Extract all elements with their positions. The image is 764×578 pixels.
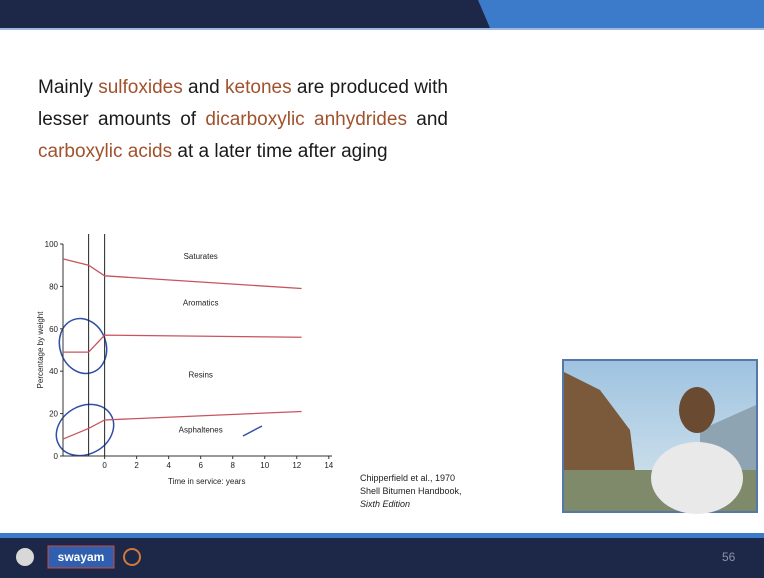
logo-text: swayam bbox=[58, 550, 105, 564]
y-tick-label: 60 bbox=[49, 325, 58, 334]
video-person-head bbox=[679, 387, 715, 433]
x-tick-label: 6 bbox=[198, 461, 203, 470]
ink-stroke bbox=[242, 425, 263, 437]
paragraph-line: lesser amounts of dicarboxylic anhydride… bbox=[38, 104, 448, 136]
x-axis-label: Time in service: years bbox=[168, 477, 246, 486]
paragraph-line: Mainly sulfoxides and ketones are produc… bbox=[38, 72, 448, 104]
y-tick-label: 40 bbox=[49, 367, 58, 376]
text-segment: ketones bbox=[225, 77, 292, 98]
region-label: Aromatics bbox=[183, 298, 219, 307]
paragraph-line: carboxylic acids at a later time after a… bbox=[38, 136, 448, 168]
x-tick-label: 12 bbox=[292, 461, 301, 470]
x-tick-label: 4 bbox=[166, 461, 171, 470]
y-tick-label: 80 bbox=[49, 282, 58, 291]
series-line bbox=[63, 334, 302, 353]
citation-line: Chipperfield et al., 1970 bbox=[360, 473, 456, 483]
region-label: Resins bbox=[188, 371, 212, 380]
top-rule bbox=[0, 28, 764, 30]
bottom-bar bbox=[0, 538, 764, 578]
x-tick-label: 14 bbox=[324, 461, 333, 470]
x-tick-label: 8 bbox=[230, 461, 235, 470]
text-segment: sulfoxides bbox=[98, 77, 183, 98]
bottom-accent bbox=[0, 533, 764, 538]
x-tick-label: 10 bbox=[260, 461, 269, 470]
text-segment: lesser amounts of bbox=[38, 109, 206, 130]
text-segment: and bbox=[182, 77, 226, 98]
top-bar-accent bbox=[478, 0, 764, 28]
logo-icon bbox=[123, 548, 141, 566]
video-person-body bbox=[651, 442, 743, 514]
region-label: Asphaltenes bbox=[179, 426, 223, 435]
page-number: 56 bbox=[722, 550, 736, 564]
text-segment: are produced with bbox=[291, 77, 448, 98]
y-tick-label: 100 bbox=[45, 240, 59, 249]
citation-line: Shell Bitumen Handbook, bbox=[360, 486, 462, 496]
paragraph: Mainly sulfoxides and ketones are produc… bbox=[38, 72, 448, 168]
region-label: Saturates bbox=[184, 252, 218, 261]
ink-circle bbox=[55, 403, 115, 457]
series-line bbox=[62, 258, 302, 290]
x-tick-label: 2 bbox=[134, 461, 139, 470]
text-segment: dicarboxylic anhydrides bbox=[205, 109, 407, 130]
x-tick-label: 0 bbox=[102, 461, 107, 470]
citation-line: Sixth Edition bbox=[360, 499, 411, 509]
text-segment: Mainly bbox=[38, 77, 99, 98]
text-segment: at a later time after aging bbox=[172, 141, 388, 162]
text-segment: carboxylic acids bbox=[38, 141, 173, 162]
y-tick-label: 0 bbox=[54, 452, 59, 461]
chart: 0 20 40 60 80 100 0 2 4 6 8 10 12 14 Time in service: … bbox=[36, 234, 334, 486]
series-line bbox=[62, 410, 302, 440]
y-tick-label: 20 bbox=[49, 410, 58, 419]
logo-icon bbox=[16, 548, 34, 566]
logo-box bbox=[47, 545, 115, 569]
citation: Chipperfield et al., 1970 Shell Bitumen H… bbox=[360, 472, 462, 511]
text-segment: and bbox=[406, 109, 448, 130]
y-axis-label: Percentage by weight bbox=[36, 311, 45, 389]
